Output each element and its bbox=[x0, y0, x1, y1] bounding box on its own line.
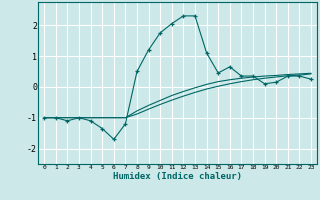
X-axis label: Humidex (Indice chaleur): Humidex (Indice chaleur) bbox=[113, 172, 242, 181]
